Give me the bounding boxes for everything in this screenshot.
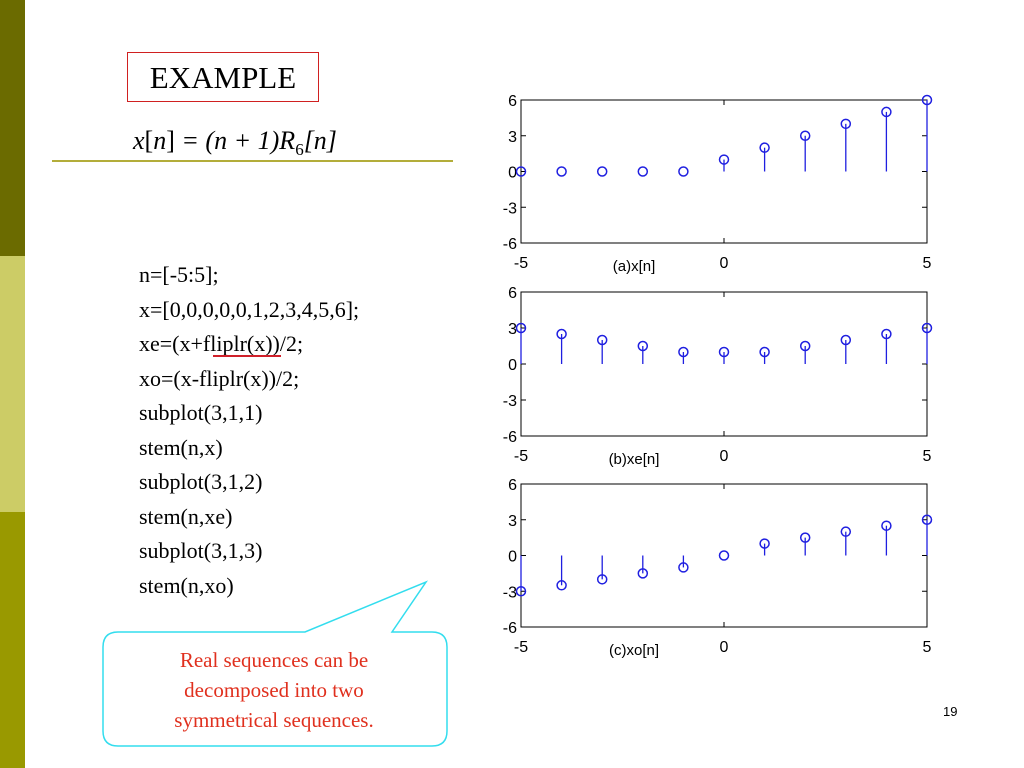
y-tick-label: 6 (508, 285, 517, 302)
code-line: xo=(x-fliplr(x))/2; (139, 365, 300, 391)
stem-marker (515, 586, 527, 597)
x-tick-label: 5 (923, 639, 932, 656)
formula: x[n] = (n + 1)R6[n] (133, 126, 337, 160)
stem-marker (637, 340, 649, 352)
x-tick-label: -5 (514, 448, 528, 465)
stem-marker (556, 166, 567, 177)
stem-marker (678, 166, 689, 177)
stem-marker (799, 130, 811, 141)
callout-shape (102, 580, 448, 747)
plot-frame (520, 483, 928, 628)
y-tick-label: 6 (508, 477, 517, 494)
y-tick-label: 3 (508, 321, 517, 338)
y-tick-label: -3 (503, 584, 517, 601)
callout-line: symmetrical sequences. (174, 708, 374, 732)
code-line: stem(n,x) (139, 434, 223, 460)
x-tick-label: -5 (514, 255, 528, 272)
code-line: subplot(3,1,2) (139, 469, 263, 494)
y-tick-label: 0 (508, 165, 517, 182)
stem-marker (840, 334, 852, 346)
y-tick-label: -6 (503, 620, 517, 637)
stem-marker (515, 322, 527, 334)
title-divider (52, 160, 453, 162)
y-tick-label: 0 (508, 357, 517, 374)
callout-line: Real sequences can be (179, 648, 369, 672)
stem-marker (881, 520, 892, 531)
formula-rhs: = (n + 1)R (181, 126, 296, 155)
stem-marker (718, 346, 730, 358)
formula-lhs-var: x (133, 126, 145, 155)
x-axis-label: (c)xo[n] (609, 642, 659, 659)
y-tick-label: 3 (508, 129, 517, 146)
x-axis-label: (a)x[n] (613, 258, 656, 275)
stem-marker (881, 328, 892, 340)
sidebar-olive-band (0, 512, 25, 768)
stem-plots: -6 -3 0 3 6 -5 0 5 (a)x[n] -6 -3 0 3 6 -5 0 5 (b)xe[n] -6 -… (503, 93, 933, 659)
code-line: subplot(3,1,1) (139, 400, 263, 425)
code-line: subplot(3,1,3) (139, 538, 263, 563)
stem-marker (759, 346, 770, 358)
stem-marker (596, 574, 608, 585)
x-tick-label: 5 (923, 255, 932, 272)
stem-marker (759, 538, 770, 549)
code-line-xe-text: xe=(x+fliplr(x))/2; (139, 331, 304, 356)
stem-marker (596, 166, 608, 177)
code-line: n=[-5:5]; (139, 262, 219, 287)
stem-marker (678, 346, 689, 358)
x-tick-label: -5 (514, 639, 528, 656)
stem-marker (678, 562, 689, 573)
x-tick-label: 0 (720, 255, 729, 272)
stem-marker (921, 322, 933, 334)
stem-marker (596, 334, 608, 346)
stem-marker (921, 514, 933, 525)
formula-lhs-idx: n (153, 126, 167, 155)
stem-marker (637, 568, 649, 579)
code-line: x=[0,0,0,0,0,1,2,3,4,5,6]; (139, 296, 360, 322)
y-tick-label: -6 (503, 429, 517, 446)
stem-marker (759, 142, 770, 153)
x-tick-label: 0 (720, 448, 729, 465)
stem-marker (718, 550, 730, 561)
page-number: 19 (943, 704, 958, 719)
x-axis-label: (b)xe[n] (609, 451, 660, 468)
x-tick-label: 0 (720, 639, 729, 656)
stem-marker (840, 526, 852, 537)
stem-marker (881, 106, 892, 118)
code-line-xe: xe=(x+fliplr(x))/2; (139, 327, 359, 362)
stem-marker (637, 166, 649, 177)
y-tick-label: -3 (503, 200, 517, 217)
y-tick-label: 3 (508, 513, 517, 530)
code-line: stem(n,xe) (139, 503, 233, 529)
stem-marker (556, 580, 567, 591)
y-tick-label: -6 (503, 236, 517, 253)
sidebar-light-band (0, 256, 25, 512)
y-tick-label: -3 (503, 393, 517, 410)
stem-marker (799, 340, 811, 352)
formula-rhs-sub: 6 (295, 140, 304, 160)
code-block: n=[-5:5]; x=[0,0,0,0,0,1,2,3,4,5,6]; xe=… (139, 258, 359, 603)
fliplr-underline (213, 355, 281, 357)
y-tick-label: 0 (508, 549, 517, 566)
code-line: stem(n,xo) (139, 572, 234, 598)
stem-marker (921, 94, 933, 106)
stem-marker (515, 166, 527, 177)
y-tick-label: 6 (508, 93, 517, 110)
formula-rhs-idx: [n] (303, 126, 337, 155)
callout-text: Real sequences can be decomposed into tw… (101, 645, 447, 735)
callout-line: decomposed into two (184, 678, 364, 702)
stem-marker (718, 154, 730, 165)
sidebar-dark-band (0, 0, 25, 256)
stem-marker (556, 328, 567, 340)
x-tick-label: 5 (923, 448, 932, 465)
stem-marker (799, 532, 811, 543)
stem-marker (840, 118, 852, 130)
slide-title: EXAMPLE (127, 52, 319, 102)
